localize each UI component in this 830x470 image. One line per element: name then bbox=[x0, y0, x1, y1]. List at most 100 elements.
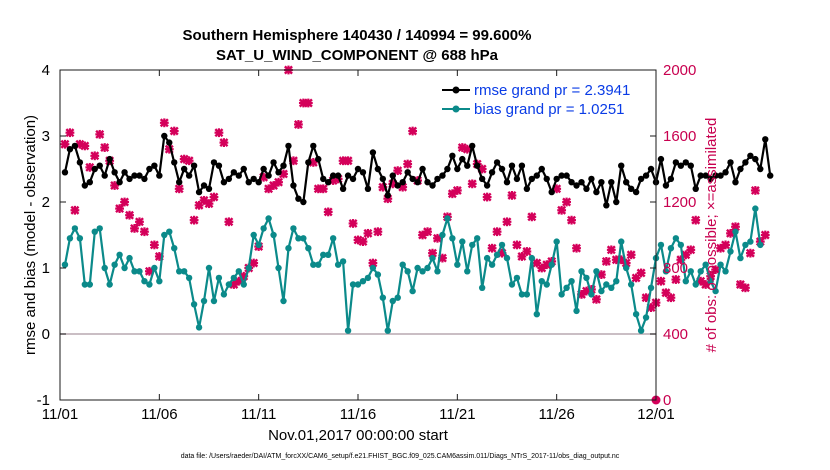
rmse-point bbox=[171, 159, 178, 166]
obs-assimilated-marker bbox=[686, 245, 696, 255]
bias-point bbox=[677, 241, 685, 249]
rmse-point bbox=[205, 185, 213, 192]
rmse-point bbox=[657, 155, 665, 163]
rmse-point bbox=[245, 179, 252, 186]
bias-point bbox=[439, 231, 446, 239]
rmse-point bbox=[637, 175, 645, 183]
x-axis-label: Nov.01,2017 00:00:00 start bbox=[268, 427, 449, 444]
bias-point bbox=[126, 254, 133, 262]
rmse-point bbox=[518, 162, 526, 169]
rmse-point bbox=[195, 188, 203, 196]
rmse-point bbox=[449, 152, 456, 159]
rmse-point bbox=[136, 172, 143, 179]
obs-assimilated-marker bbox=[214, 128, 224, 138]
obs-assimilated-marker bbox=[482, 192, 492, 202]
rmse-point bbox=[126, 175, 133, 183]
rmse-point bbox=[672, 159, 680, 166]
obs-assimilated-marker bbox=[318, 184, 328, 194]
bias-point bbox=[662, 268, 670, 275]
bias-point bbox=[493, 251, 501, 258]
bias-point bbox=[697, 268, 704, 275]
rmse-point bbox=[295, 195, 302, 202]
rmse-point bbox=[220, 179, 228, 186]
rmse-point bbox=[469, 142, 476, 150]
rmse-point bbox=[270, 159, 277, 166]
rmse-point bbox=[146, 165, 153, 173]
obs-assimilated-marker bbox=[169, 126, 179, 136]
rmse-point bbox=[310, 142, 317, 150]
obs-assimilated-marker bbox=[512, 240, 522, 250]
rmse-point bbox=[464, 162, 471, 169]
rmse-point bbox=[712, 172, 719, 179]
bias-point bbox=[623, 264, 630, 272]
obs-assimilated-marker bbox=[735, 280, 745, 289]
rmse-point bbox=[742, 159, 749, 166]
rmse-point bbox=[578, 179, 585, 186]
rmse-point bbox=[627, 185, 635, 192]
rmse-point bbox=[608, 179, 615, 186]
bias-point bbox=[225, 281, 233, 288]
rmse-point bbox=[116, 179, 123, 186]
rmse-point bbox=[96, 162, 103, 169]
bias-point bbox=[503, 254, 511, 262]
obs-assimilated-marker bbox=[70, 205, 80, 215]
bias-point bbox=[459, 238, 466, 245]
bias-point bbox=[339, 258, 347, 265]
rmse-point bbox=[454, 165, 461, 173]
bias-point bbox=[180, 268, 188, 275]
rmse-point bbox=[290, 182, 297, 189]
legend-rmse-label: rmse grand pr = 2.3941 bbox=[474, 82, 630, 99]
rmse-point bbox=[697, 172, 704, 179]
rmse-point bbox=[513, 175, 521, 183]
rmse-point bbox=[677, 162, 685, 169]
obs-assimilated-marker bbox=[666, 293, 676, 303]
legend-bias-marker bbox=[452, 105, 460, 113]
obs-assimilated-marker bbox=[408, 126, 418, 136]
rmse-point bbox=[394, 182, 401, 189]
rmse-point bbox=[151, 162, 158, 169]
rmse-point bbox=[429, 182, 436, 189]
obs-assimilated-marker bbox=[606, 245, 616, 255]
bias-point bbox=[131, 268, 138, 275]
rmse-point bbox=[71, 142, 79, 150]
rmse-point bbox=[230, 169, 238, 176]
rmse-point bbox=[548, 188, 555, 196]
bias-point bbox=[166, 228, 173, 235]
bias-point bbox=[190, 301, 198, 308]
rmse-point bbox=[379, 175, 387, 183]
obs-assimilated-marker bbox=[219, 138, 229, 148]
obs-assimilated-marker bbox=[224, 217, 234, 227]
bias-point bbox=[478, 284, 486, 291]
rmse-point bbox=[717, 172, 724, 179]
rmse-point bbox=[161, 132, 168, 140]
obs-assimilated-marker bbox=[293, 120, 303, 129]
bias-point bbox=[205, 264, 213, 272]
obs-assimilated-marker bbox=[557, 205, 567, 215]
rmse-point bbox=[483, 182, 491, 189]
obs-assimilated-marker bbox=[363, 228, 373, 238]
rmse-point bbox=[141, 175, 148, 183]
bias-point bbox=[344, 327, 352, 334]
bias-point bbox=[76, 235, 84, 242]
bias-point bbox=[558, 291, 565, 298]
rmse-point bbox=[543, 175, 550, 183]
rmse-point bbox=[474, 162, 481, 169]
rmse-point bbox=[235, 172, 242, 179]
bias-point bbox=[429, 254, 436, 262]
bias-point bbox=[727, 248, 734, 255]
obs-assimilated-marker bbox=[403, 159, 413, 169]
rmse-point bbox=[344, 172, 352, 179]
bias-point bbox=[290, 225, 297, 232]
obs-assimilated-marker bbox=[120, 197, 130, 207]
rmse-point bbox=[349, 175, 357, 183]
rmse-point bbox=[528, 175, 536, 183]
obs-assimilated-marker bbox=[691, 215, 701, 225]
bias-point bbox=[275, 264, 282, 272]
rmse-point bbox=[568, 179, 575, 186]
bias-point bbox=[632, 311, 640, 318]
bias-point bbox=[737, 254, 744, 262]
obs-assimilated-marker bbox=[184, 156, 194, 166]
bias-point bbox=[598, 287, 605, 295]
bias-point bbox=[583, 274, 590, 282]
